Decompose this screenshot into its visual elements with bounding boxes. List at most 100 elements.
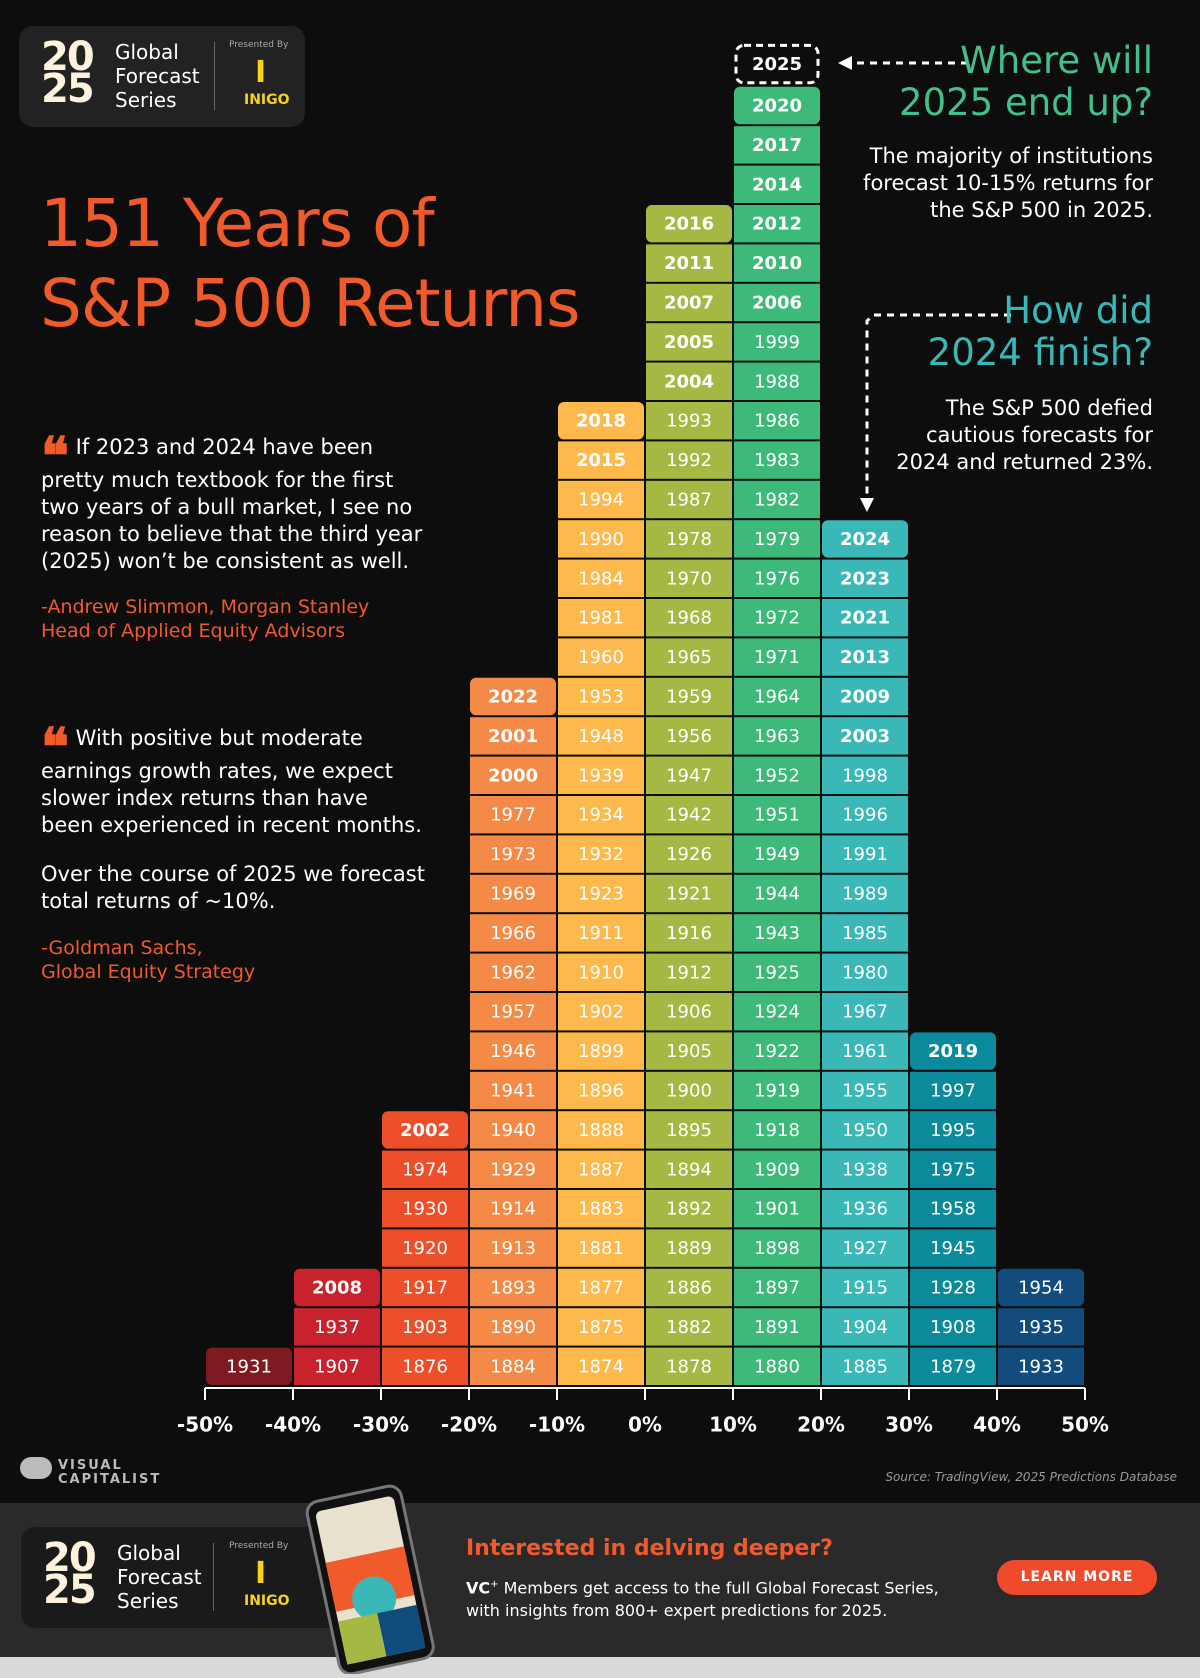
year-cell bbox=[558, 402, 644, 440]
year-cell bbox=[470, 1071, 556, 1110]
year-cell bbox=[470, 1032, 556, 1070]
year-cell bbox=[470, 756, 556, 794]
year-label: 1924 bbox=[754, 1002, 800, 1023]
year-cell bbox=[558, 677, 644, 716]
year-cell bbox=[734, 283, 820, 322]
year-label: 1996 bbox=[842, 805, 888, 826]
year-label: 1892 bbox=[666, 1199, 712, 1220]
year-label: 1948 bbox=[578, 726, 624, 747]
year-cell bbox=[646, 205, 732, 243]
year-label: 1989 bbox=[842, 884, 888, 905]
year-label: 1880 bbox=[754, 1356, 800, 1377]
year-cell bbox=[558, 717, 644, 755]
year-label: 2023 bbox=[840, 568, 890, 589]
year-cell bbox=[382, 1190, 468, 1228]
year-label: 1874 bbox=[578, 1356, 624, 1377]
year-cell bbox=[646, 244, 732, 282]
year-cell bbox=[646, 1347, 732, 1385]
year-label: 1895 bbox=[666, 1120, 712, 1141]
year-cell bbox=[646, 559, 732, 597]
year-label: 1974 bbox=[402, 1159, 448, 1180]
year-label: 1915 bbox=[842, 1278, 888, 1299]
year-cell bbox=[558, 835, 644, 873]
year-label: 2004 bbox=[664, 371, 714, 392]
year-cell bbox=[558, 638, 644, 676]
year-cell bbox=[998, 1347, 1084, 1385]
year-label: 1980 bbox=[842, 962, 888, 983]
year-label: 1918 bbox=[754, 1120, 800, 1141]
brand: VISUAL CAPITALIST bbox=[58, 1458, 162, 1487]
year-label: 1979 bbox=[754, 529, 800, 550]
year-cell bbox=[646, 953, 732, 991]
title-line: S&P 500 Returns bbox=[40, 265, 580, 342]
x-tick-label: -10% bbox=[529, 1413, 585, 1437]
year-label: 1938 bbox=[842, 1159, 888, 1180]
year-cell bbox=[558, 1032, 644, 1070]
year-label: 1941 bbox=[490, 1081, 536, 1102]
x-tick-label: 50% bbox=[1061, 1413, 1109, 1437]
logo-line: Series bbox=[117, 1589, 179, 1613]
year-label: 2009 bbox=[840, 687, 890, 708]
logo-line: Global bbox=[117, 1541, 181, 1565]
year-label: 1977 bbox=[490, 805, 536, 826]
year-cell bbox=[822, 1032, 908, 1070]
year-label: 1921 bbox=[666, 884, 712, 905]
year-label: 1990 bbox=[578, 529, 624, 550]
year-cell bbox=[822, 756, 908, 794]
year-cell bbox=[822, 1229, 908, 1267]
year-label: 1956 bbox=[666, 726, 712, 747]
year-cell bbox=[734, 1071, 820, 1110]
year-cell bbox=[558, 599, 644, 637]
year-label: 1928 bbox=[930, 1278, 976, 1299]
year-cell bbox=[734, 165, 820, 203]
annotation-title-line: 2024 finish? bbox=[927, 331, 1153, 374]
logo-line: Forecast bbox=[115, 64, 200, 88]
year-cell bbox=[470, 677, 556, 716]
year-cell bbox=[734, 796, 820, 834]
year-label: 2011 bbox=[664, 253, 714, 274]
year-label: 1969 bbox=[490, 884, 536, 905]
year-cell bbox=[734, 86, 820, 125]
year-label: 1997 bbox=[930, 1081, 976, 1102]
year-label: 1952 bbox=[754, 765, 800, 786]
year-cell bbox=[822, 874, 908, 913]
logo-digits: 20 bbox=[43, 1535, 97, 1581]
year-cell bbox=[646, 1071, 732, 1110]
year-label: 1920 bbox=[402, 1238, 448, 1259]
year-label: 1947 bbox=[666, 765, 712, 786]
year-cell bbox=[382, 1229, 468, 1267]
year-cell bbox=[822, 520, 908, 558]
footer-heading: Interested in delving deeper? bbox=[466, 1536, 833, 1561]
learn-more-button[interactable]: LEARN MORE bbox=[997, 1560, 1157, 1595]
year-cell bbox=[558, 1190, 644, 1228]
year-cell bbox=[558, 914, 644, 952]
year-label: 2003 bbox=[840, 726, 890, 747]
year-label: 1984 bbox=[578, 568, 624, 589]
year-label: 1955 bbox=[842, 1081, 888, 1102]
year-cell bbox=[734, 993, 820, 1031]
year-label: 1951 bbox=[754, 805, 800, 826]
year-cell bbox=[646, 796, 732, 834]
year-label: 1913 bbox=[490, 1238, 536, 1259]
year-cell bbox=[734, 677, 820, 716]
attribution-line: -Andrew Slimmon, Morgan Stanley bbox=[41, 596, 370, 618]
year-cell bbox=[822, 559, 908, 597]
year-label: 1933 bbox=[1018, 1356, 1064, 1377]
year-label: 2017 bbox=[752, 135, 802, 156]
x-tick-label: -50% bbox=[177, 1413, 233, 1437]
attribution: -Goldman Sachs, Global Equity Strategy bbox=[41, 936, 255, 984]
year-label: 1926 bbox=[666, 844, 712, 865]
year-cell bbox=[646, 1229, 732, 1267]
year-cell bbox=[470, 717, 556, 755]
x-tick-label: -30% bbox=[353, 1413, 409, 1437]
year-label: 1925 bbox=[754, 962, 800, 983]
forecast-cell bbox=[734, 43, 820, 85]
x-tick-label: 40% bbox=[973, 1413, 1021, 1437]
year-label: 1940 bbox=[490, 1120, 536, 1141]
year-cell bbox=[734, 1347, 820, 1385]
year-cell bbox=[734, 402, 820, 440]
year-label: 1877 bbox=[578, 1278, 624, 1299]
year-cell bbox=[734, 1150, 820, 1188]
year-label: 1949 bbox=[754, 844, 800, 865]
year-cell bbox=[822, 1071, 908, 1110]
